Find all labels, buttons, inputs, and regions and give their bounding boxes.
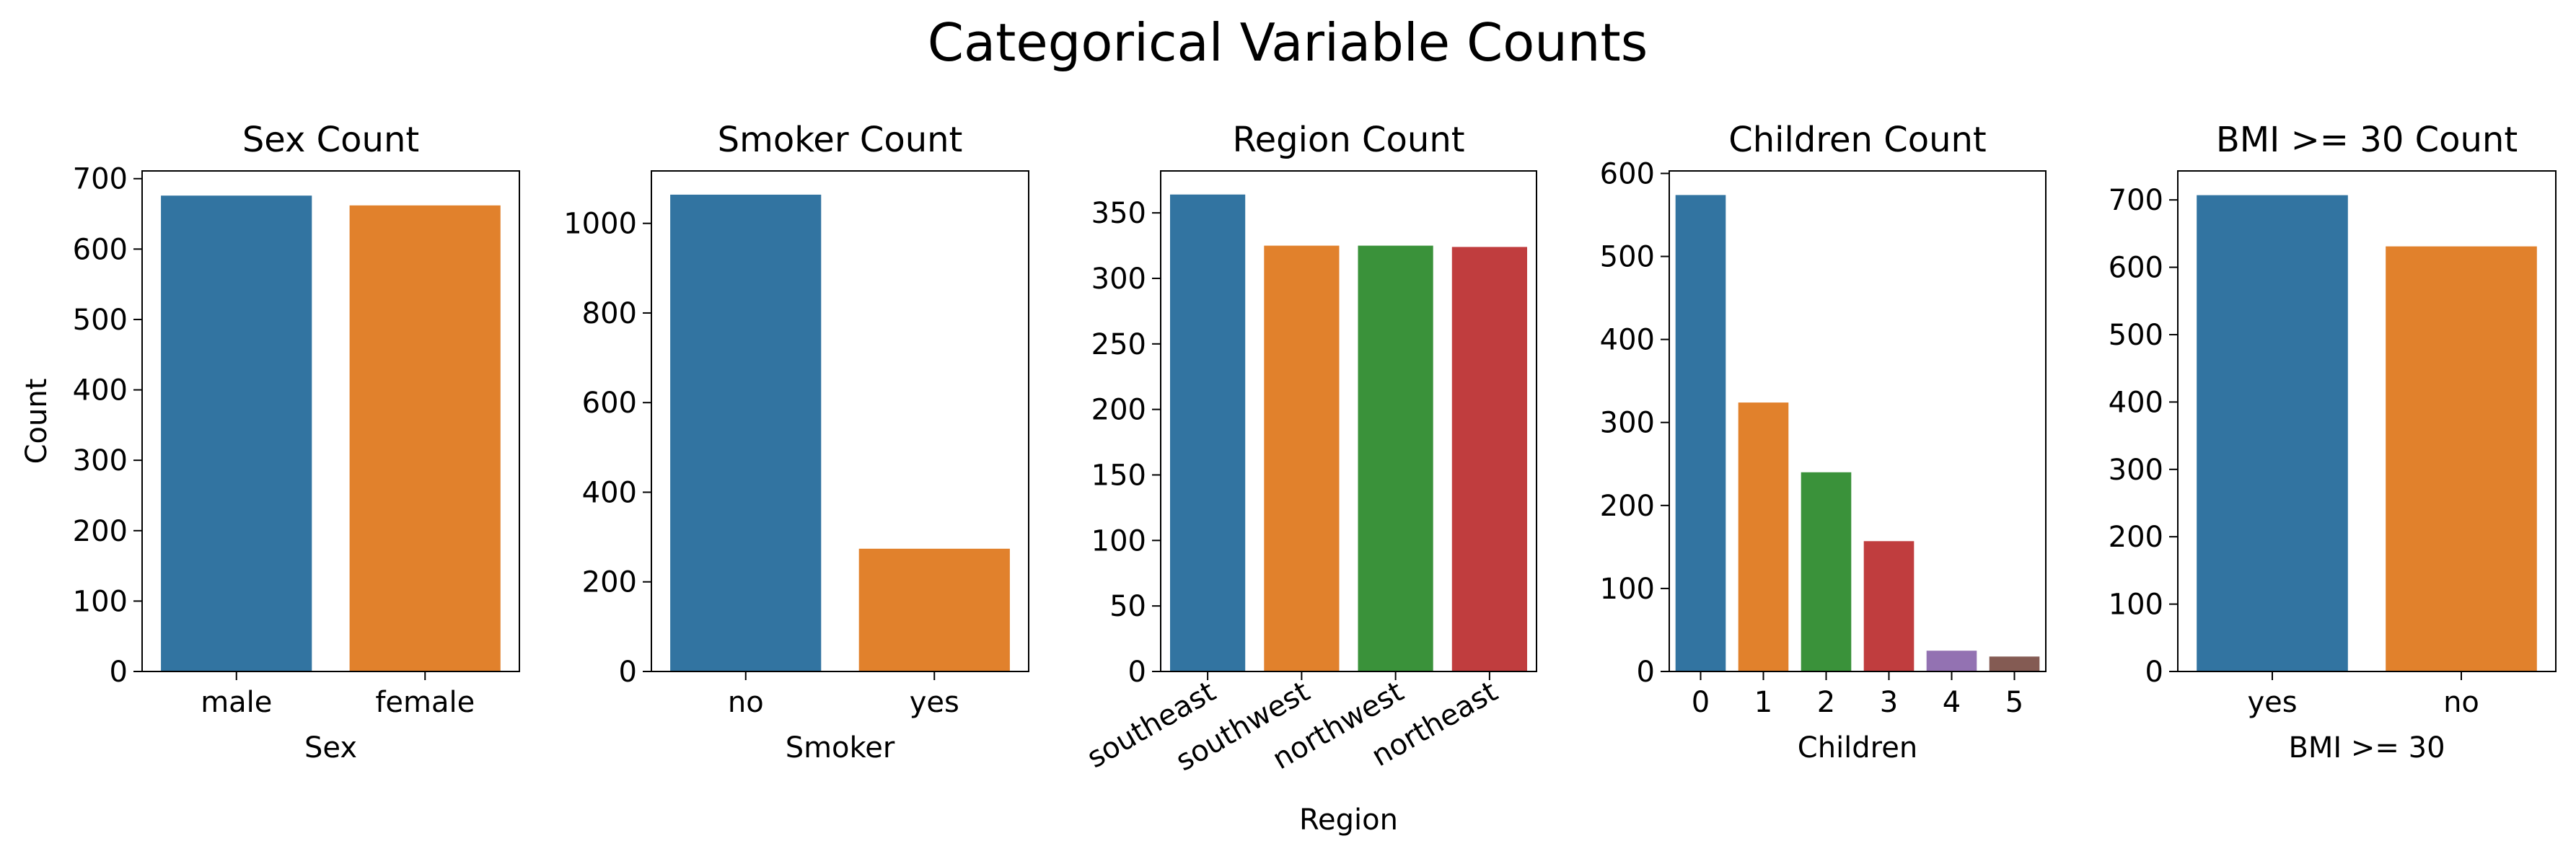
y-tick-label: 600: [73, 233, 128, 266]
y-tick-label: 800: [582, 297, 637, 330]
chart-panel-1: 0 100 200 300 400 500 600 700 male female Sex Coun…: [20, 120, 520, 765]
chart-panel-5: 0 100 200 300 400 500 600 700 yes no BMI >= 30 Cou…: [2109, 120, 2557, 765]
y-tick-label: 100: [2109, 589, 2163, 622]
bar: [858, 548, 1010, 671]
bar: [1170, 194, 1246, 671]
y-tick-label: 400: [2109, 386, 2163, 419]
y-tick-label: 350: [1091, 197, 1146, 230]
plot-frame: [651, 170, 1029, 672]
plot-frame: [1669, 170, 2047, 672]
y-tick-label: 0: [110, 656, 128, 689]
bar: [1801, 472, 1852, 671]
x-tick-label: no: [2443, 686, 2479, 719]
chart-panel-4: 0 100 200 300 400 500 600 0 1 2 3 4 5 Children Count C…: [1600, 120, 2047, 765]
bar: [1451, 247, 1527, 671]
bar: [2386, 246, 2537, 672]
y-tick-label: 300: [73, 444, 128, 477]
chart-panel-2: 0 200 400 600 800 1000 no yes Smoker Count Smoker: [563, 120, 1029, 765]
x-tick-label: female: [375, 686, 475, 719]
x-tick-label: yes: [2247, 686, 2297, 719]
bar: [161, 195, 312, 671]
x-tick-label: no: [728, 686, 764, 719]
y-tick-label: 0: [2145, 656, 2163, 689]
y-tick-label: 500: [73, 304, 128, 337]
y-tick-label: 600: [2109, 252, 2163, 285]
x-tick-label: male: [201, 686, 272, 719]
y-tick-label: 0: [1128, 656, 1146, 689]
y-tick-label: 500: [1600, 241, 1655, 274]
y-tick-label: 200: [582, 566, 637, 599]
x-tick-label: 3: [1880, 686, 1898, 719]
chart-title: Smoker Count: [718, 120, 963, 160]
y-tick-label: 200: [1600, 490, 1655, 523]
y-tick-label: 300: [1091, 263, 1146, 296]
x-axis-label: Sex: [304, 731, 357, 765]
x-tick-label: 5: [2005, 686, 2023, 719]
y-tick-label: 50: [1109, 590, 1146, 623]
y-tick-label: 600: [582, 387, 637, 420]
plot-frame: [141, 170, 520, 672]
bar: [1926, 651, 1977, 671]
x-tick-label: 0: [1692, 686, 1710, 719]
y-tick-label: 700: [73, 163, 128, 196]
y-tick-label: 700: [2109, 184, 2163, 217]
bar: [1863, 541, 1915, 671]
x-axis-label: Region: [1299, 803, 1398, 837]
y-tick-label: 0: [619, 656, 637, 689]
bar: [670, 194, 822, 671]
x-axis-label: Children: [1798, 731, 1917, 765]
x-axis-label: Smoker: [786, 731, 895, 765]
plot-frame: [1160, 170, 1537, 672]
y-tick-label: 100: [1600, 573, 1655, 606]
y-tick-label: 100: [73, 585, 128, 618]
y-tick-label: 500: [2109, 319, 2163, 352]
y-tick-label: 600: [1600, 157, 1655, 190]
chart-title: BMI >= 30 Count: [2216, 120, 2518, 160]
x-tick-label: 1: [1754, 686, 1772, 719]
figure-title: Categorical Variable Counts: [928, 12, 1648, 73]
y-tick-label: 200: [1091, 394, 1146, 427]
y-tick-label: 100: [1091, 524, 1146, 558]
chart-title: Sex Count: [242, 120, 419, 160]
y-tick-label: 150: [1091, 459, 1146, 492]
chart-panel-3: 050100150200250300350southeastsouthwestn…: [1081, 120, 1537, 837]
y-tick-label: 300: [2109, 454, 2163, 487]
y-tick-label: 200: [2109, 521, 2163, 554]
bar: [349, 205, 501, 671]
chart-title: Region Count: [1232, 120, 1464, 160]
x-tick-label: 4: [1943, 686, 1961, 719]
y-tick-label: 200: [73, 515, 128, 548]
chart-title: Children Count: [1728, 120, 1987, 160]
y-tick-label: 0: [1637, 656, 1655, 689]
bar: [1989, 656, 2040, 671]
y-tick-label: 300: [1600, 407, 1655, 440]
bar: [1738, 402, 1789, 671]
y-tick-label: 400: [1600, 324, 1655, 357]
y-axis-label: Count: [20, 379, 53, 464]
y-tick-label: 250: [1091, 328, 1146, 361]
y-tick-label: 400: [582, 476, 637, 509]
y-tick-label: 1000: [563, 208, 637, 241]
bar: [1675, 195, 1726, 671]
bar: [1358, 245, 1433, 672]
y-tick-label: 400: [73, 374, 128, 408]
x-axis-label: BMI >= 30: [2288, 731, 2445, 765]
plot-frame: [2177, 170, 2557, 672]
bar: [1264, 245, 1340, 672]
x-tick-label: 2: [1817, 686, 1835, 719]
bar: [2197, 195, 2348, 672]
x-tick-label: yes: [910, 686, 959, 719]
